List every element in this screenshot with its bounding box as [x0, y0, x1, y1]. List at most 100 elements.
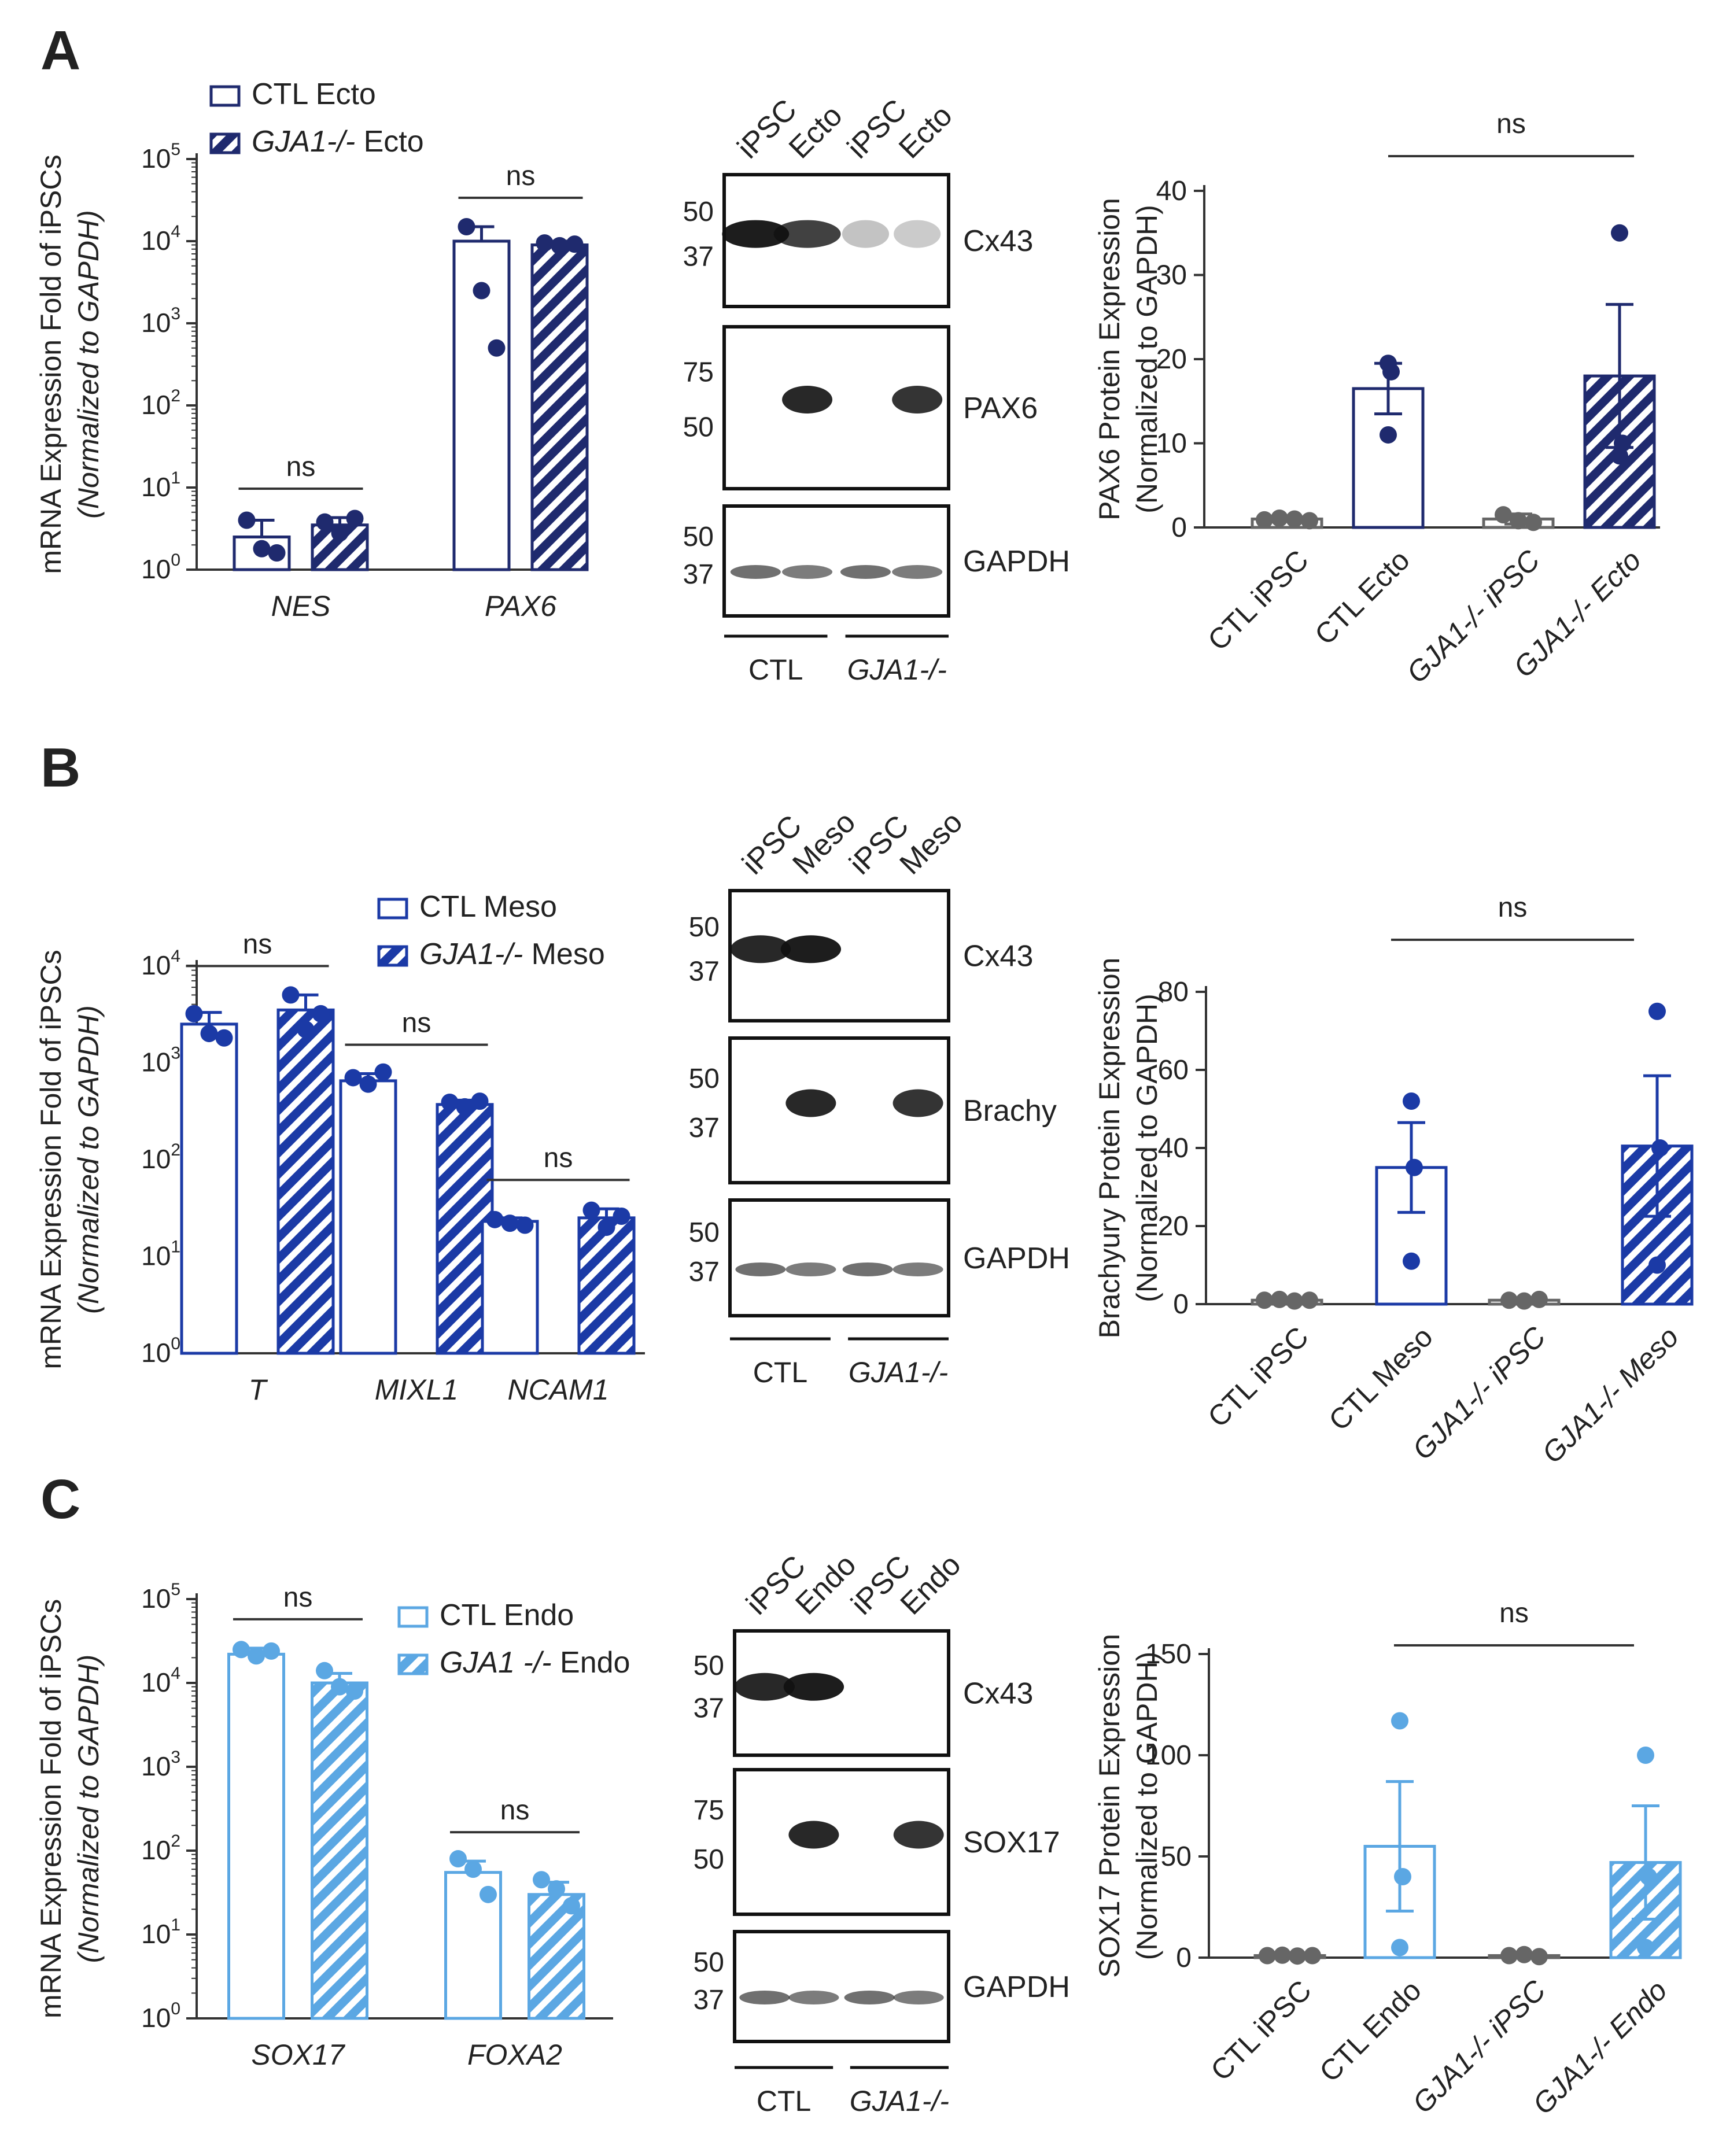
protein-chart: 0 20 40 60 80 Brachyury Protein Expression (No… — [1093, 892, 1694, 1470]
mrna-bar — [227, 1652, 285, 2020]
blot-band — [892, 386, 943, 414]
blot-mw-marker: 50 — [683, 197, 714, 227]
mrna-y-tick-label: 101 — [141, 468, 180, 502]
mrna-data-point — [263, 1642, 280, 1660]
protein-data-point — [1271, 1290, 1288, 1308]
protein-category-label: CTL Ecto — [1308, 544, 1416, 651]
blot-group-label: GJA1-/- — [847, 654, 947, 686]
blot-lane-label: Meso — [894, 806, 969, 881]
blot-mw-marker: 75 — [694, 1795, 724, 1826]
blot-lane-label: iPSC — [843, 809, 916, 881]
mrna-data-point — [566, 235, 584, 253]
blot-mw-marker: 37 — [694, 1693, 724, 1723]
protein-data-point — [1301, 512, 1318, 530]
mrna-category-label: FOXA2 — [467, 2039, 562, 2071]
protein-data-point — [1640, 1868, 1657, 1885]
mrna-data-point — [548, 1880, 565, 1898]
legend-label-ko: GJA1-/- Meso — [419, 937, 605, 971]
blot-band — [788, 1991, 839, 2004]
blot-band — [734, 1673, 795, 1701]
mrna-sig-label: ns — [286, 452, 316, 482]
blot-strip-cx43: 50 37 Cx43 — [689, 889, 1033, 1022]
mrna-data-point — [316, 513, 334, 531]
mrna-y-tick-label: 103 — [141, 304, 180, 338]
tick-base: 10 — [141, 472, 171, 502]
legend-swatch-ko — [209, 132, 241, 154]
blot-protein-label: SOX17 — [963, 1826, 1060, 1859]
legend-ko-gene: GJA1-/- — [419, 937, 523, 971]
protein-data-point — [1271, 509, 1288, 527]
blot-mw-marker: 50 — [694, 1947, 724, 1978]
mrna-data-point — [331, 524, 349, 542]
blot-strip-cx43: 50 37 Cx43 — [683, 173, 1033, 308]
mrna-y-tick-label: 101 — [141, 1915, 180, 1949]
mrna-data-point — [253, 540, 271, 558]
legend-swatch-ko — [397, 1653, 429, 1675]
mrna-data-point — [441, 1093, 459, 1111]
blot-mw-marker: 50 — [694, 1844, 724, 1875]
mrna-bar — [577, 1216, 636, 1355]
protein-data-point — [1495, 506, 1512, 524]
blot-mw-marker: 37 — [683, 241, 714, 272]
mrna-y-tick-label: 101 — [141, 1238, 180, 1271]
protein-data-point — [1515, 1945, 1533, 1963]
tick-base: 10 — [141, 1241, 171, 1271]
protein-data-point — [1256, 511, 1273, 529]
protein-data-point — [1394, 1868, 1411, 1885]
blot-group-label: CTL — [757, 2085, 811, 2117]
protein-y-label: Brachyury Protein Expression — [1093, 958, 1126, 1339]
blot-mw-marker: 50 — [689, 1217, 720, 1248]
mrna-data-point — [449, 1850, 467, 1868]
protein-category-label: CTL iPSC — [1204, 1974, 1317, 2087]
protein-data-point — [1274, 1946, 1291, 1964]
legend-swatch-ctl — [377, 898, 408, 920]
blot-band — [893, 1821, 944, 1849]
legend-ko-gene: GJA1-/- — [252, 125, 355, 158]
blot-band — [788, 1821, 839, 1849]
tick-base: 10 — [141, 1667, 171, 1697]
legend-label-ctl: CTL Endo — [440, 1598, 574, 1632]
protein-y-tick-label: 30 — [1156, 260, 1187, 291]
tick-base: 10 — [141, 308, 171, 338]
mrna-sig-label: ns — [243, 929, 272, 959]
protein-category-label: CTL iPSC — [1201, 1320, 1314, 1433]
blot-protein-label: Cx43 — [963, 224, 1033, 258]
mrna-data-point — [471, 1092, 489, 1110]
protein-data-point — [1382, 363, 1400, 381]
legend-label-ko: GJA1 -/- Endo — [440, 1646, 630, 1679]
protein-data-point — [1391, 1939, 1408, 1956]
blot-mw-marker: 50 — [689, 1064, 720, 1094]
blot-band — [735, 1262, 786, 1276]
tick-base: 10 — [141, 1835, 171, 1865]
blot-band — [780, 935, 842, 963]
mrna-y-tick-label: 104 — [141, 1664, 180, 1697]
mrna-y-tick-label: 105 — [141, 140, 180, 173]
blot-protein-label: Brachy — [963, 1094, 1057, 1128]
mrna-sig-label: ns — [544, 1143, 573, 1173]
protein-data-point — [1648, 1256, 1666, 1274]
mrna-y-label-2: (Normalized to GAPDH) — [72, 1005, 105, 1313]
blot-lane-label: iPSC — [731, 93, 803, 165]
tick-exponent: 5 — [171, 140, 180, 159]
protein-data-point — [1403, 1252, 1420, 1270]
blot-mw-marker: 50 — [683, 412, 714, 443]
blot-protein-label: Cx43 — [963, 1677, 1033, 1711]
blot-mw-marker: 50 — [694, 1651, 724, 1681]
mrna-data-point — [282, 986, 300, 1004]
mrna-y-tick-label: 100 — [141, 1334, 180, 1368]
protein-data-point — [1637, 1747, 1654, 1764]
tick-base: 10 — [141, 1919, 171, 1949]
mrna-y-tick-label: 105 — [141, 1580, 180, 1614]
legend-swatch-ko — [377, 945, 408, 967]
protein-y-tick-label: 50 — [1161, 1841, 1192, 1872]
protein-y-tick-label: 20 — [1156, 344, 1187, 375]
blot-strip-gapdh: 50 37 GAPDH — [689, 1198, 1070, 1317]
legend-swatch-ctl — [209, 85, 241, 107]
mrna-data-point — [551, 237, 569, 254]
